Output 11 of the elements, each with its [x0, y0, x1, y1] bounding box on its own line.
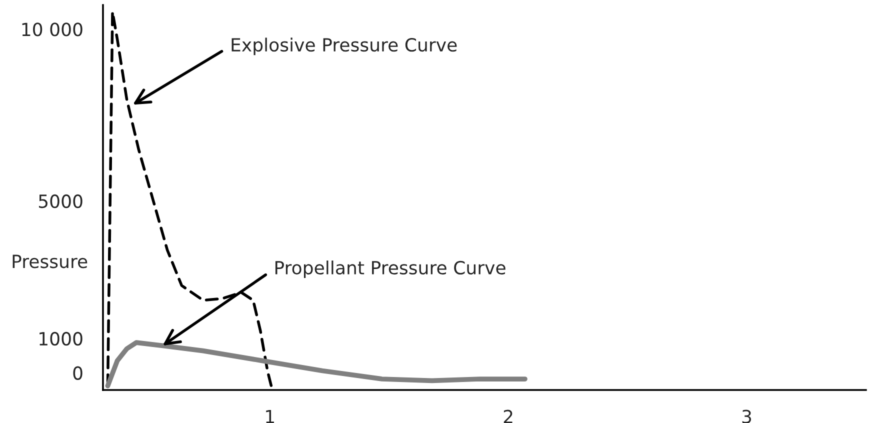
- x-tick-label: 2: [504, 410, 512, 423]
- y-tick-label: 5000: [38, 194, 82, 208]
- y-axis-title: Pressure: [12, 254, 88, 268]
- line-series: [105, 340, 528, 388]
- y-tick-label: 10 000: [22, 22, 82, 36]
- annotation: Explosive Pressure Curve: [232, 38, 457, 56]
- annotation: Propellant Pressure Curve: [275, 260, 506, 278]
- x-tick-label: 3: [742, 410, 752, 423]
- x-tick-label: 1: [266, 410, 274, 423]
- y-tick-label: 0: [73, 366, 82, 380]
- y-tick-label: 1000: [40, 332, 82, 346]
